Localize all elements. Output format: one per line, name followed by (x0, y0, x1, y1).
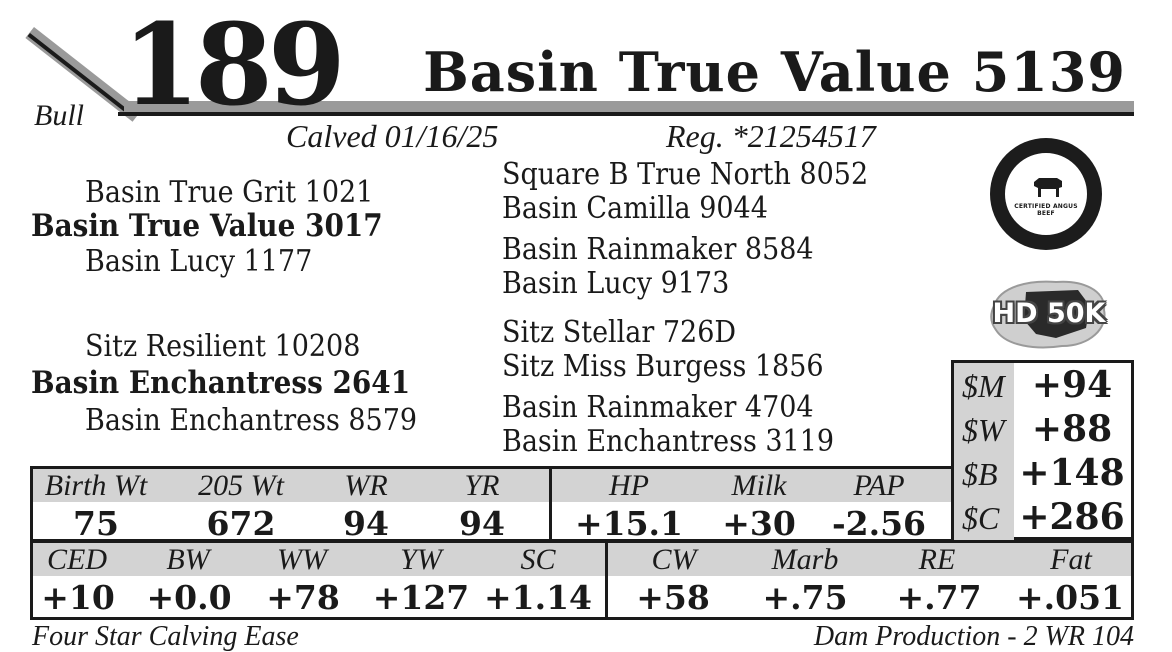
dollar-label: $B (962, 456, 998, 492)
table-header-band (33, 469, 951, 502)
dollar-row-b: $B +148 (954, 451, 1131, 495)
header-yw: YW (400, 543, 442, 576)
dam-dam-dam: Basin Enchantress 3119 (502, 424, 835, 459)
dam-sire: Sitz Resilient 10208 (85, 329, 361, 364)
value-ww: +78 (266, 578, 340, 617)
sire-dam: Basin Lucy 1177 (85, 244, 313, 279)
dollar-value: +94 (1031, 364, 1113, 406)
value-pap: -2.56 (831, 504, 927, 543)
dam: Basin Enchantress 2641 (31, 365, 411, 401)
epd-table: CED BW WW YW SC CW Marb RE Fat +10 +0.0 … (30, 540, 1134, 620)
value-fat: +.051 (1015, 578, 1125, 617)
value-hp: +15.1 (574, 504, 684, 543)
dollar-value: +88 (1031, 408, 1113, 450)
value-bw: +0.0 (146, 578, 232, 617)
value-ced: +10 (41, 578, 115, 617)
dollar-value: +148 (1019, 452, 1125, 494)
header-re: RE (918, 543, 956, 576)
header-bw: BW (166, 543, 210, 576)
dam-dam: Basin Enchantress 8579 (85, 403, 418, 438)
footer-right-note: Dam Production - 2 WR 104 (813, 621, 1134, 652)
dam-sire-dam: Sitz Miss Burgess 1856 (502, 349, 824, 384)
dollar-index-box: $M +94 $W +88 $B +148 $C +286 (951, 360, 1134, 540)
registration-number: Reg. *21254517 (666, 118, 876, 154)
header-ced: CED (47, 543, 107, 576)
value-yr: 94 (459, 504, 505, 543)
value-wr: 94 (343, 504, 389, 543)
sire-sire-sire: Square B True North 8052 (502, 157, 869, 192)
dam-sire-sire: Sitz Stellar 726D (502, 315, 736, 350)
header-marb: Marb (771, 543, 839, 576)
dollar-label: $C (962, 500, 1000, 536)
sire-dam-dam: Basin Lucy 9173 (502, 266, 730, 301)
value-milk: +30 (722, 504, 796, 543)
lot-number: 189 (122, 0, 346, 131)
header-pap: PAP (853, 469, 905, 502)
calved-date: Calved 01/16/25 (286, 118, 499, 154)
value-re: +.77 (896, 578, 982, 617)
sire-sire-dam: Basin Camilla 9044 (502, 191, 768, 226)
dollar-label: $W (962, 412, 1005, 448)
value-birth-wt: 75 (73, 504, 119, 543)
footer-left-note: Four Star Calving Ease (32, 621, 299, 652)
dam-dam-sire: Basin Rainmaker 4704 (502, 390, 814, 425)
dollar-row-c: $C +286 (954, 495, 1131, 539)
header-yr: YR (464, 469, 500, 502)
table-divider (549, 469, 552, 539)
performance-table: Birth Wt 205 Wt WR YR HP Milk PAP 75 672… (30, 466, 954, 543)
header-205-wt: 205 Wt (198, 469, 284, 502)
hd50k-text: HD 50K (992, 298, 1106, 329)
header-cw: CW (651, 543, 697, 576)
sire-dam-sire: Basin Rainmaker 8584 (502, 232, 814, 267)
hd50k-icon: HD 50K (986, 276, 1112, 352)
table-divider (605, 543, 608, 617)
seal-text: CERTIFIED ANGUS BEEF (1014, 203, 1078, 217)
header-band (124, 101, 1134, 112)
value-marb: +.75 (762, 578, 848, 617)
header-ww: WW (277, 543, 327, 576)
header-fat: Fat (1050, 543, 1092, 576)
header-birth-wt: Birth Wt (44, 469, 148, 502)
value-cw: +58 (636, 578, 710, 617)
value-yw: +127 (372, 578, 470, 617)
cow-icon (1034, 178, 1062, 197)
dollar-value: +286 (1019, 496, 1125, 538)
header-rule (118, 112, 1134, 116)
dollar-row-w: $W +88 (954, 407, 1131, 451)
dollar-label-column (954, 363, 1014, 540)
dollar-label: $M (962, 368, 1005, 404)
header-sc: SC (520, 543, 556, 576)
value-205-wt: 672 (206, 504, 276, 543)
header-hp: HP (609, 469, 649, 502)
header-wr: WR (344, 469, 388, 502)
certified-angus-beef-seal-icon: CERTIFIED ANGUS BEEF (990, 138, 1102, 250)
sire-sire: Basin True Grit 1021 (85, 175, 374, 210)
animal-name: Basin True Value 5139 (423, 40, 1126, 104)
dollar-row-m: $M +94 (954, 363, 1131, 407)
sex-label: Bull (34, 99, 84, 132)
value-sc: +1.14 (483, 578, 593, 617)
table-header-band (33, 543, 1131, 576)
header-milk: Milk (731, 469, 787, 502)
sire: Basin True Value 3017 (31, 208, 383, 244)
